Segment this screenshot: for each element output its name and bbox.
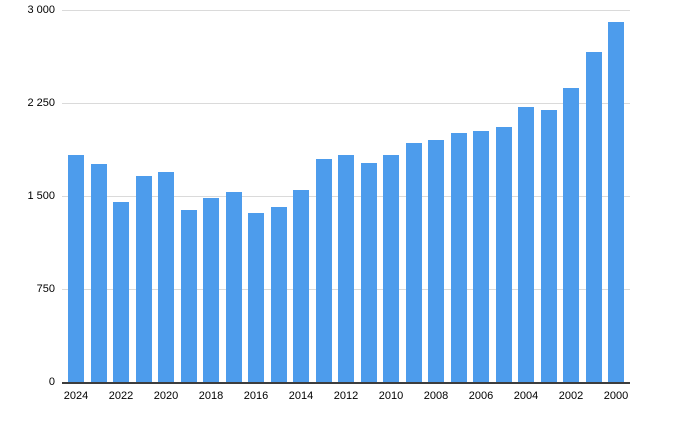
y-axis-tick-label: 2 250 bbox=[27, 97, 55, 109]
x-axis-tick-label: 2002 bbox=[558, 390, 584, 402]
bar-slot-2001 bbox=[585, 10, 602, 382]
bar-slot-2005 bbox=[495, 10, 512, 382]
x-axis-tick-label: 2012 bbox=[333, 390, 359, 402]
bar-2003[interactable] bbox=[540, 110, 557, 382]
x-axis-tick-label: 2004 bbox=[513, 390, 539, 402]
bar-2009[interactable] bbox=[405, 142, 422, 382]
bar-slot-2023 bbox=[90, 10, 107, 382]
x-axis-tick-label: 2010 bbox=[378, 390, 404, 402]
bar-slot-2003 bbox=[540, 10, 557, 382]
bar-slot-2022: 2022 bbox=[109, 10, 133, 402]
bar-slot-2014: 2014 bbox=[289, 10, 313, 402]
bar-slot-2000: 2000 bbox=[604, 10, 628, 402]
bar-slot-2015 bbox=[270, 10, 287, 382]
y-axis-tick-label: 0 bbox=[48, 376, 55, 388]
bar-2022[interactable] bbox=[113, 202, 129, 382]
bar-2023[interactable] bbox=[90, 164, 107, 382]
bar-2002[interactable] bbox=[563, 88, 579, 382]
bar-slot-2020: 2020 bbox=[154, 10, 178, 402]
x-axis-tick-label: 2018 bbox=[198, 390, 224, 402]
bar-slot-2019 bbox=[180, 10, 197, 382]
bar-slot-2013 bbox=[315, 10, 332, 382]
bar-2021[interactable] bbox=[135, 176, 152, 382]
bar-2024[interactable] bbox=[68, 155, 84, 382]
x-axis-tick-label: 2014 bbox=[288, 390, 314, 402]
bar-2000[interactable] bbox=[608, 21, 624, 382]
bar-2015[interactable] bbox=[270, 206, 287, 382]
bar-slot-2024: 2024 bbox=[64, 10, 88, 402]
bar-2018[interactable] bbox=[203, 198, 219, 382]
bar-2005[interactable] bbox=[495, 127, 512, 382]
x-axis-tick-label: 2006 bbox=[468, 390, 494, 402]
bar-2004[interactable] bbox=[518, 106, 534, 382]
bar-slot-2010: 2010 bbox=[379, 10, 403, 402]
bar-slot-2012: 2012 bbox=[334, 10, 358, 402]
bar-2014[interactable] bbox=[293, 190, 309, 382]
bar-slot-2006: 2006 bbox=[469, 10, 493, 402]
y-axis-tick-label: 1 500 bbox=[27, 190, 55, 202]
bar-2016[interactable] bbox=[248, 212, 264, 382]
bar-slot-2021 bbox=[135, 10, 152, 382]
bar-slot-2002: 2002 bbox=[559, 10, 583, 402]
bar-2013[interactable] bbox=[315, 159, 332, 382]
bar-2012[interactable] bbox=[338, 155, 354, 382]
bar-slot-2017 bbox=[225, 10, 242, 382]
bar-slot-2004: 2004 bbox=[514, 10, 538, 402]
bar-2008[interactable] bbox=[428, 140, 444, 382]
bar-series: 2024 2022 2020 2018 2016 2014 2012 2010 2008 2006… bbox=[62, 10, 630, 402]
bar-2001[interactable] bbox=[585, 51, 602, 382]
plot-area: 2024 2022 2020 2018 2016 2014 2012 2010 2008 2006… bbox=[62, 10, 630, 402]
bar-2017[interactable] bbox=[225, 191, 242, 382]
x-axis-tick-label: 2024 bbox=[63, 390, 89, 402]
bar-slot-2011 bbox=[360, 10, 377, 382]
x-axis-tick-label: 2000 bbox=[603, 390, 629, 402]
bar-slot-2008: 2008 bbox=[424, 10, 448, 402]
bar-2006[interactable] bbox=[473, 130, 489, 382]
y-axis-tick-label: 750 bbox=[36, 283, 55, 295]
bar-2010[interactable] bbox=[383, 155, 399, 382]
bar-2011[interactable] bbox=[360, 162, 377, 382]
bar-slot-2018: 2018 bbox=[199, 10, 223, 402]
bar-slot-2009 bbox=[405, 10, 422, 382]
bar-2007[interactable] bbox=[450, 132, 467, 382]
bar-2019[interactable] bbox=[180, 209, 197, 382]
bar-2020[interactable] bbox=[158, 172, 174, 382]
bar-slot-2016: 2016 bbox=[244, 10, 268, 402]
y-axis-tick-label: 3 000 bbox=[27, 4, 55, 16]
x-axis-tick-label: 2020 bbox=[153, 390, 179, 402]
x-axis-tick-label: 2022 bbox=[108, 390, 134, 402]
gridline bbox=[62, 10, 630, 11]
gridline bbox=[62, 103, 630, 104]
x-axis-tick-label: 2008 bbox=[423, 390, 449, 402]
bar-slot-2007 bbox=[450, 10, 467, 382]
x-axis-tick-label: 2016 bbox=[243, 390, 269, 402]
